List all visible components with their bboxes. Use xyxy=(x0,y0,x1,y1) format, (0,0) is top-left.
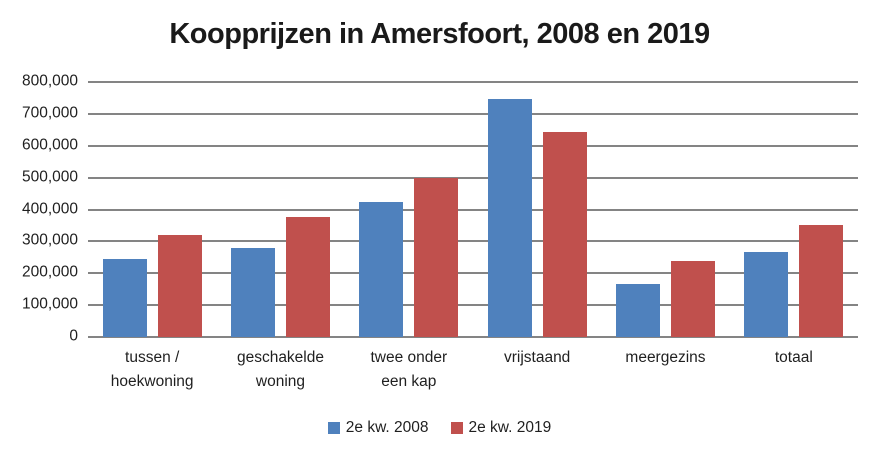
bar-group xyxy=(730,82,858,337)
y-axis-tick-label: 300,000 xyxy=(21,232,78,250)
gridline xyxy=(88,240,858,243)
gridline xyxy=(88,304,858,307)
x-axis-category-label: tussen / hoekwoning xyxy=(110,349,194,390)
bar-2e-kw-2019 xyxy=(542,132,587,337)
bar-2e-kw-2019 xyxy=(799,225,844,337)
legend-label: 2e kw. 2019 xyxy=(468,419,552,436)
gridline xyxy=(88,81,858,83)
y-axis-tick-label: 600,000 xyxy=(21,136,78,154)
y-axis-tick-label: 0 xyxy=(69,327,78,345)
bar-group xyxy=(88,82,216,337)
x-axis-category-label: vrijstaand xyxy=(503,349,571,366)
gridline xyxy=(88,336,858,338)
bar-2e-kw-2019 xyxy=(157,235,202,337)
legend-swatch-icon xyxy=(327,422,340,434)
legend-item: 2e kw. 2019 xyxy=(450,419,552,437)
bar-2e-kw-2019 xyxy=(414,177,459,337)
bar-group xyxy=(473,82,601,337)
chart-title: Koopprijzen in Amersfoort, 2008 en 2019 xyxy=(169,18,710,50)
gridline xyxy=(88,176,858,179)
bar-2e-kw-2008 xyxy=(230,248,275,337)
legend: 2e kw. 2008 2e kw. 2019 xyxy=(0,419,879,437)
y-axis-tick-label: 200,000 xyxy=(21,263,78,281)
y-axis-tick-label: 700,000 xyxy=(21,104,78,122)
y-axis-tick-label: 100,000 xyxy=(21,295,78,313)
bar-2e-kw-2008 xyxy=(102,258,147,337)
gridline xyxy=(88,272,858,275)
x-axis-category-label: twee onder een kap xyxy=(370,349,448,390)
bar-group xyxy=(345,82,473,337)
x-axis-category-label: meergezins xyxy=(625,349,706,366)
bar-2e-kw-2008 xyxy=(744,251,789,337)
bar-2e-kw-2008 xyxy=(359,202,404,337)
bar-2e-kw-2019 xyxy=(670,260,715,337)
x-axis-category-label: geschakelde woning xyxy=(236,349,324,390)
bar-2e-kw-2008 xyxy=(487,98,532,337)
gridline xyxy=(88,208,858,211)
bar-2e-kw-2008 xyxy=(615,284,660,337)
x-axis-category-label: totaal xyxy=(774,349,813,366)
gridline xyxy=(88,144,858,147)
bar-group xyxy=(216,82,344,337)
y-axis-tick-label: 800,000 xyxy=(21,72,78,90)
y-axis-tick-label: 500,000 xyxy=(21,168,78,186)
legend-label: 2e kw. 2008 xyxy=(345,419,429,436)
x-axis: tussen / hoekwoning geschakelde woning twe… xyxy=(88,346,858,394)
bar-group xyxy=(601,82,729,337)
legend-item: 2e kw. 2008 xyxy=(327,419,429,437)
y-axis: 0 100,000 200,000 300,000 400,000 500,000 600,… xyxy=(6,73,78,345)
gridline xyxy=(88,112,858,115)
plot-area xyxy=(88,81,858,338)
y-axis-tick-label: 400,000 xyxy=(21,200,78,218)
legend-swatch-icon xyxy=(450,422,463,434)
bar-2e-kw-2019 xyxy=(285,217,330,337)
bar-series xyxy=(88,82,858,337)
